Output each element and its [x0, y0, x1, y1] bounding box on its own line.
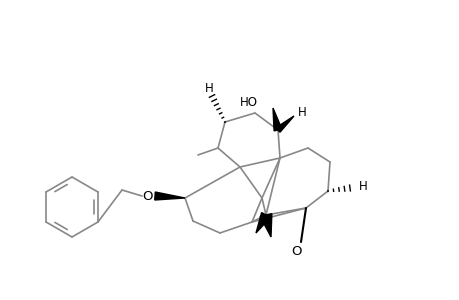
Polygon shape [260, 214, 271, 237]
Polygon shape [256, 213, 270, 233]
Text: O: O [291, 245, 302, 259]
Text: O: O [142, 190, 153, 202]
Text: H: H [358, 181, 367, 194]
Polygon shape [272, 108, 281, 131]
Polygon shape [154, 192, 185, 200]
Text: HO: HO [240, 95, 257, 109]
Polygon shape [275, 116, 293, 132]
Text: H: H [204, 82, 213, 94]
Text: H: H [297, 106, 306, 118]
